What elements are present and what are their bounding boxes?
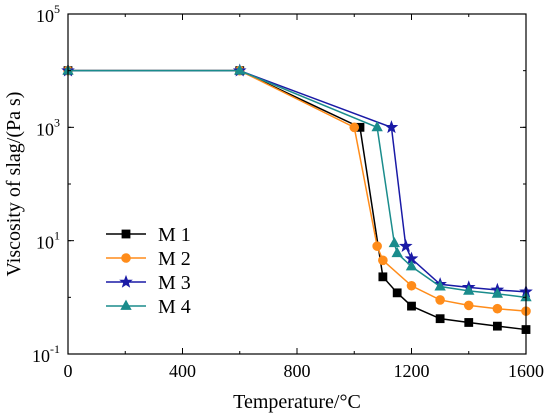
x-tick-label: 1200 bbox=[394, 361, 430, 381]
legend-marker bbox=[120, 299, 132, 310]
data-point bbox=[463, 284, 475, 295]
series-line bbox=[68, 69, 527, 299]
y-tick-exponent: 1 bbox=[54, 229, 60, 243]
y-tick-exponent: 5 bbox=[54, 2, 60, 16]
y-tick-exponent: -1 bbox=[50, 342, 60, 356]
axis-ticks bbox=[67, 13, 527, 355]
x-tick-label: 0 bbox=[64, 361, 73, 381]
data-point bbox=[406, 280, 417, 291]
series-line bbox=[68, 69, 527, 312]
data-point bbox=[388, 236, 401, 248]
y-tick-label: 10-1 bbox=[32, 342, 60, 366]
x-tick-label: 400 bbox=[169, 361, 196, 381]
data-point bbox=[372, 241, 382, 251]
data-point bbox=[435, 314, 445, 324]
legend: M 1M 2M 3M 4 bbox=[106, 224, 191, 318]
data-point bbox=[391, 246, 403, 258]
data-point bbox=[463, 300, 474, 311]
data-point bbox=[492, 321, 502, 331]
data-point bbox=[405, 260, 418, 271]
data-point bbox=[398, 239, 413, 252]
data-point bbox=[435, 295, 445, 305]
y-tick-label: 103 bbox=[36, 115, 60, 139]
y-tick-base: 10 bbox=[36, 6, 54, 26]
data-point bbox=[378, 255, 388, 266]
y-tick-base: 10 bbox=[32, 346, 50, 366]
legend-entry: M 1 bbox=[106, 224, 191, 246]
legend-label: M 3 bbox=[158, 272, 191, 294]
legend-label: M 2 bbox=[158, 248, 191, 270]
y-tick-base: 10 bbox=[36, 119, 54, 139]
data-point bbox=[234, 64, 246, 75]
y-tick-exponent: 3 bbox=[54, 115, 60, 129]
series-4 bbox=[62, 64, 532, 302]
y-axis-label: Viscosity of slag/(Pa s) bbox=[3, 92, 25, 277]
data-point bbox=[378, 272, 388, 282]
data-point bbox=[434, 280, 446, 291]
y-tick-label: 105 bbox=[36, 2, 60, 26]
y-tick-label: 101 bbox=[36, 229, 60, 253]
legend-marker bbox=[121, 253, 131, 263]
data-point bbox=[407, 301, 416, 311]
y-tick-base: 10 bbox=[36, 233, 54, 253]
x-tick-label: 1600 bbox=[508, 361, 544, 381]
legend-entry: M 3 bbox=[106, 272, 191, 294]
legend-entry: M 2 bbox=[106, 248, 191, 270]
plot-series bbox=[61, 63, 533, 334]
legend-marker bbox=[121, 229, 131, 239]
data-point bbox=[464, 318, 474, 327]
series-line bbox=[68, 69, 527, 331]
data-point bbox=[392, 288, 402, 298]
data-point bbox=[492, 303, 503, 314]
data-point bbox=[384, 120, 399, 134]
legend-marker bbox=[119, 274, 133, 288]
x-tick-label: 800 bbox=[284, 361, 311, 381]
legend-label: M 1 bbox=[158, 224, 191, 246]
series-2 bbox=[63, 65, 531, 316]
data-point bbox=[491, 287, 504, 298]
data-point bbox=[371, 121, 383, 132]
data-point bbox=[349, 122, 360, 133]
series-1 bbox=[63, 66, 531, 334]
legend-label: M 4 bbox=[158, 296, 191, 318]
x-axis-label: Temperature/°C bbox=[233, 391, 361, 413]
legend-entry: M 4 bbox=[106, 296, 191, 318]
